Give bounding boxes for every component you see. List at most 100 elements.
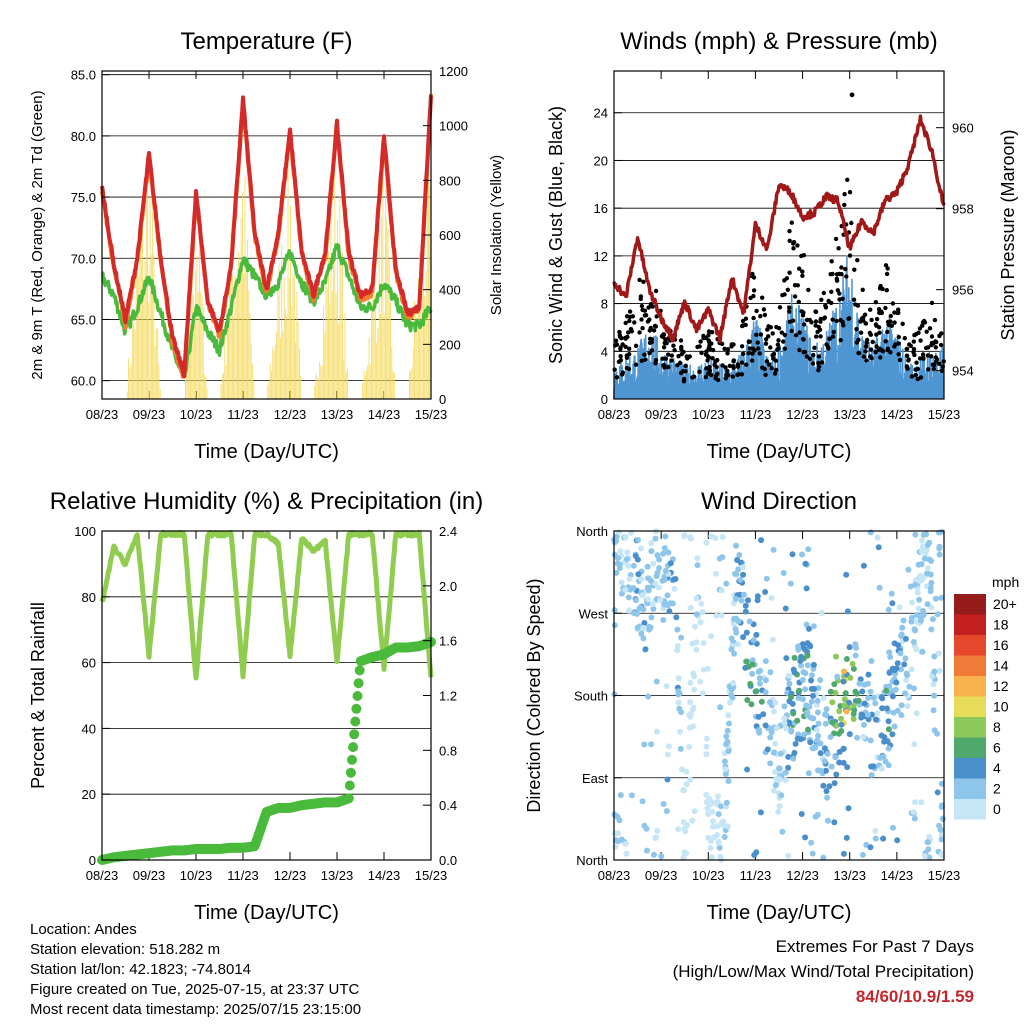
precip-point — [353, 678, 364, 689]
direction-point — [618, 579, 625, 586]
direction-point — [724, 823, 731, 830]
direction-point — [718, 587, 725, 594]
gust-point — [722, 346, 727, 351]
gust-point — [864, 344, 869, 349]
direction-point — [657, 597, 664, 603]
gust-point — [743, 316, 749, 321]
direction-point — [905, 566, 912, 573]
direction-point — [721, 834, 728, 840]
direction-point — [934, 611, 941, 618]
gust-point — [637, 330, 642, 335]
direction-point — [662, 533, 669, 540]
direction-point — [641, 822, 648, 829]
gust-point — [884, 288, 889, 293]
direction-point — [762, 658, 769, 665]
gust-point — [791, 246, 796, 251]
direction-point — [840, 678, 847, 685]
direction-point — [770, 787, 777, 794]
direction-point — [840, 745, 847, 752]
gust-point — [640, 326, 645, 331]
direction-point — [845, 699, 852, 706]
direction-point — [918, 561, 925, 568]
direction-point — [640, 635, 647, 642]
gust-point — [707, 364, 712, 370]
precip-point — [347, 754, 357, 765]
direction-point — [781, 703, 788, 710]
gust-point — [785, 287, 790, 292]
gust-point — [814, 334, 819, 339]
direction-point — [886, 669, 893, 676]
direction-point — [912, 799, 918, 806]
gust-point — [825, 344, 831, 350]
direction-point — [846, 731, 853, 738]
direction-point — [757, 680, 763, 687]
direction-point — [638, 630, 645, 637]
direction-point — [708, 633, 715, 640]
gust-point — [931, 366, 937, 372]
direction-point — [664, 592, 671, 599]
direction-point — [703, 539, 710, 546]
direction-point — [824, 750, 831, 757]
gust-point — [642, 308, 648, 313]
direction-point — [931, 668, 938, 675]
direction-point — [808, 698, 815, 705]
gust-point — [915, 376, 920, 382]
direction-point — [764, 746, 771, 753]
direction-point — [664, 751, 671, 758]
direction-point — [749, 670, 756, 677]
gust-point — [754, 332, 759, 337]
direction-point — [831, 819, 838, 826]
temp-y2tick-label: 800 — [439, 173, 461, 188]
gust-point — [789, 220, 794, 225]
direction-point — [798, 662, 804, 669]
legend-label: 2 — [993, 781, 1001, 797]
direction-point — [711, 834, 718, 841]
direction-point — [887, 654, 894, 660]
direction-point — [758, 537, 764, 544]
direction-point — [705, 811, 712, 817]
direction-point — [680, 787, 687, 794]
extremes-values: 84/60/10.9/1.59 — [855, 987, 974, 1006]
gust-point — [725, 351, 730, 356]
temp-title: Temperature (F) — [180, 28, 352, 55]
gust-point — [661, 345, 667, 350]
direction-point — [763, 575, 770, 582]
direction-point — [799, 676, 806, 683]
direction-point — [613, 569, 620, 576]
direction-point — [908, 666, 915, 673]
temp-xtick-label: 14/23 — [368, 407, 401, 422]
gust-point — [756, 346, 761, 351]
direction-point — [660, 617, 667, 623]
direction-point — [859, 851, 866, 858]
gust-point — [758, 332, 764, 337]
gust-point — [772, 371, 778, 376]
gust-point — [757, 351, 762, 356]
legend-label: 8 — [993, 719, 1001, 735]
gust-point — [663, 356, 668, 361]
legend-swatch — [954, 676, 986, 697]
temp-y2tick-label: 200 — [439, 337, 461, 352]
direction-point — [720, 818, 727, 825]
direction-point — [908, 599, 915, 606]
wind-ytick-label: 4 — [601, 344, 608, 359]
wind-ytick-label: 16 — [594, 201, 608, 216]
gust-point — [612, 367, 617, 372]
direction-point — [790, 755, 797, 762]
dir-ytick-label: East — [582, 771, 608, 786]
direction-point — [911, 741, 918, 748]
direction-point — [704, 735, 710, 742]
gust-point — [695, 344, 700, 350]
direction-point — [872, 835, 879, 842]
gust-point — [642, 352, 647, 357]
gust-point — [861, 318, 866, 323]
direction-point — [913, 710, 920, 717]
gust-point — [933, 355, 939, 360]
direction-point — [814, 709, 821, 716]
gust-point — [626, 366, 632, 372]
direction-point — [864, 711, 871, 718]
gust-point — [914, 360, 919, 365]
gust-point — [767, 362, 772, 367]
gust-point — [739, 372, 745, 377]
direction-point — [801, 731, 808, 738]
